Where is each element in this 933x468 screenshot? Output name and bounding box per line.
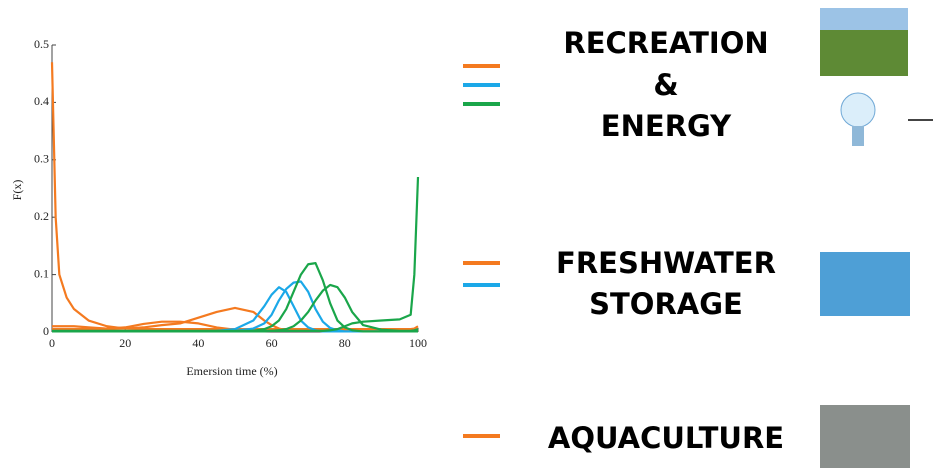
x-tick-label: 20: [119, 336, 131, 350]
label: &: [653, 68, 678, 102]
bulb-base: [852, 126, 864, 146]
image-stones: [820, 405, 910, 468]
y-tick-label: 0.4: [34, 94, 49, 108]
dashes: [463, 64, 500, 438]
y-tick-label: 0.2: [34, 209, 49, 223]
image-water: [820, 252, 910, 316]
y-tick-label: 0: [43, 324, 49, 338]
series-line: [50, 62, 419, 331]
y-tick-label: 0.5: [34, 37, 49, 51]
x-tick-label: 100: [409, 336, 427, 350]
y-tick-label: 0.3: [34, 152, 49, 166]
y-axis-label: F(x): [10, 180, 24, 201]
chart-area: F(x) Emersion time (%) 0 0.1 0.2 0.3 0.4 0.5 0…: [10, 37, 427, 378]
x-tick-label: 40: [192, 336, 204, 350]
y-tick-label: 0.1: [34, 266, 49, 280]
image-recreation: [820, 8, 908, 76]
grass: [820, 30, 908, 76]
series-line: [52, 306, 419, 332]
x-tick-label: 80: [339, 336, 351, 350]
x-tick-label: 0: [49, 336, 55, 350]
x-axis-label: Emersion time (%): [186, 364, 277, 378]
label: FRESHWATER: [556, 246, 776, 280]
series-line: [52, 176, 420, 332]
label: STORAGE: [589, 287, 743, 321]
label: RECREATION: [563, 26, 768, 60]
image-bulb: [840, 92, 933, 146]
sky: [820, 8, 908, 30]
label: ENERGY: [601, 109, 732, 143]
bulb: [840, 92, 876, 128]
label: AQUACULTURE: [548, 421, 784, 455]
x-tick-label: 60: [266, 336, 278, 350]
